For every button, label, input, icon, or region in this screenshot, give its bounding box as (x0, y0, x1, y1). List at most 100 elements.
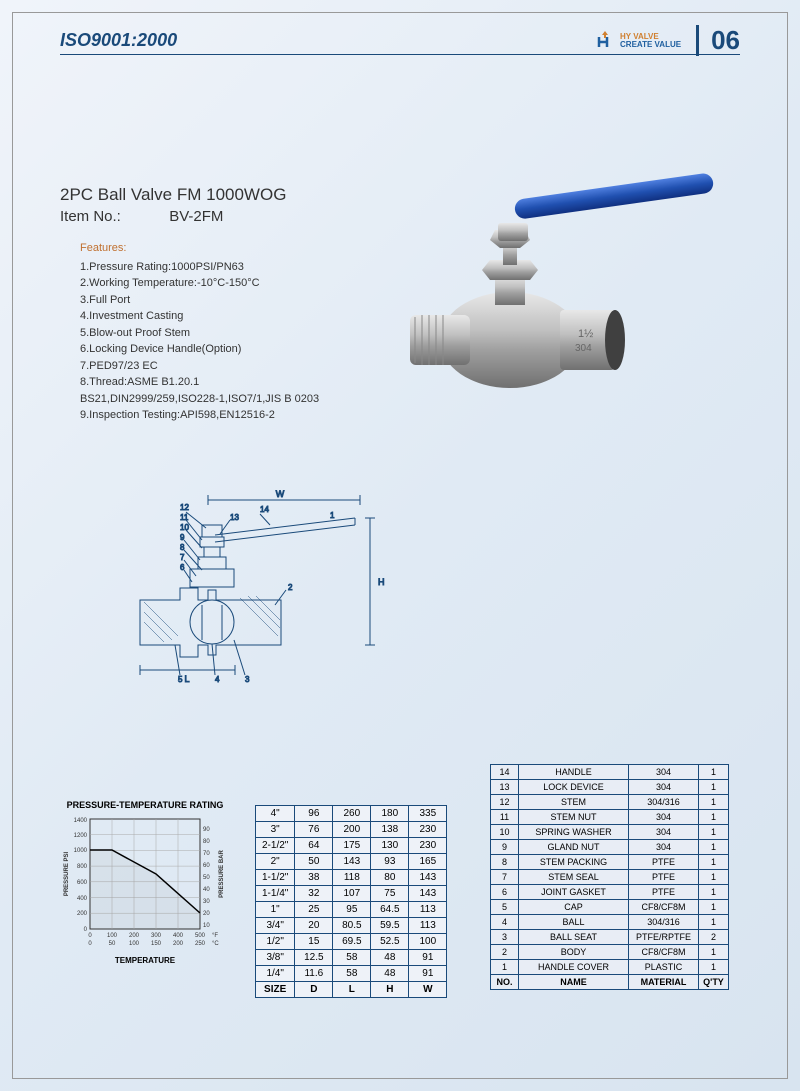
table-cell: 1 (699, 810, 729, 825)
svg-text:1400: 1400 (74, 818, 88, 824)
table-cell: 14 (491, 765, 519, 780)
svg-text:200: 200 (173, 941, 184, 947)
table-row: 1HANDLE COVERPLASTIC1 (491, 960, 729, 975)
table-cell: 113 (409, 902, 447, 918)
table-cell: 13 (491, 780, 519, 795)
table-cell: 58 (333, 950, 371, 966)
table-cell: SPRING WASHER (519, 825, 629, 840)
table-cell: 1-1/2" (256, 870, 295, 886)
table-cell: BALL SEAT (519, 930, 629, 945)
table-cell: 165 (409, 854, 447, 870)
table-cell: 304 (629, 810, 699, 825)
feature-item: 6.Locking Device Handle(Option) (80, 341, 319, 358)
brand-logo: HY VALVE CREATE VALUE (595, 31, 681, 51)
svg-text:0: 0 (88, 941, 92, 947)
svg-text:40: 40 (203, 887, 210, 893)
svg-text:20: 20 (203, 911, 210, 917)
technical-diagram: W (130, 490, 390, 710)
feature-item: 5.Blow-out Proof Stem (80, 325, 319, 342)
table-cell: 15 (295, 934, 333, 950)
table-row: 4"96260180335 (256, 806, 447, 822)
table-cell: 2 (491, 945, 519, 960)
table-header-cell: NAME (519, 975, 629, 990)
svg-text:400: 400 (77, 896, 88, 902)
table-header-cell: W (409, 982, 447, 998)
table-cell: 12.5 (295, 950, 333, 966)
table-cell: 1 (699, 885, 729, 900)
table-row: 3/8"12.5584891 (256, 950, 447, 966)
product-title: 2PC Ball Valve FM 1000WOG Item No.: BV-2… (60, 185, 286, 225)
svg-text:°F: °F (212, 933, 218, 939)
feature-item: 4.Investment Casting (80, 308, 319, 325)
table-header-cell: Q'TY (699, 975, 729, 990)
table-cell: 304/316 (629, 915, 699, 930)
table-row: 1"259564.5113 (256, 902, 447, 918)
svg-text:300: 300 (151, 933, 162, 939)
svg-text:°C: °C (212, 941, 219, 947)
table-row: 1-1/4"3210775143 (256, 886, 447, 902)
table-cell: 11.6 (295, 966, 333, 982)
table-cell: 93 (371, 854, 409, 870)
svg-text:PRESSURE BAR: PRESSURE BAR (219, 850, 225, 898)
table-cell: 5 (491, 900, 519, 915)
table-cell: 12 (491, 795, 519, 810)
pt-chart: PRESSURE-TEMPERATURE RATING (60, 800, 230, 965)
svg-text:150: 150 (151, 941, 162, 947)
table-row: 2-1/2"64175130230 (256, 838, 447, 854)
table-cell: 10 (491, 825, 519, 840)
table-cell: 200 (333, 822, 371, 838)
table-cell: 25 (295, 902, 333, 918)
table-cell: 304 (629, 825, 699, 840)
svg-text:1200: 1200 (74, 833, 88, 839)
item-number: Item No.: BV-2FM (60, 208, 286, 225)
table-cell: 1 (699, 915, 729, 930)
table-cell: 1 (491, 960, 519, 975)
table-cell: 304/316 (629, 795, 699, 810)
table-cell: 59.5 (371, 918, 409, 934)
svg-text:0: 0 (88, 933, 92, 939)
table-row: 1/4"11.6584891 (256, 966, 447, 982)
table-cell: 180 (371, 806, 409, 822)
table-cell: 48 (371, 950, 409, 966)
table-cell: 1 (699, 795, 729, 810)
feature-item: 1.Pressure Rating:1000PSI/PN63 (80, 259, 319, 276)
table-cell: 304 (629, 780, 699, 795)
table-cell: 143 (409, 870, 447, 886)
table-cell: HANDLE COVER (519, 960, 629, 975)
table-row: 3/4"2080.559.5113 (256, 918, 447, 934)
table-cell: 91 (409, 966, 447, 982)
table-cell: 1 (699, 825, 729, 840)
table-cell: 91 (409, 950, 447, 966)
table-cell: 69.5 (333, 934, 371, 950)
table-cell: GLAND NUT (519, 840, 629, 855)
table-cell: CF8/CF8M (629, 945, 699, 960)
svg-text:11: 11 (180, 513, 189, 522)
table-cell: STEM NUT (519, 810, 629, 825)
table-cell: STEM SEAL (519, 870, 629, 885)
table-row: 9GLAND NUT3041 (491, 840, 729, 855)
table-cell: CAP (519, 900, 629, 915)
table-cell: 100 (409, 934, 447, 950)
svg-text:4: 4 (215, 675, 220, 684)
table-cell: BALL (519, 915, 629, 930)
table-cell: PTFE/RPTFE (629, 930, 699, 945)
table-row: 4BALL304/3161 (491, 915, 729, 930)
header-rule (60, 54, 740, 55)
table-cell: 1/4" (256, 966, 295, 982)
table-cell: 20 (295, 918, 333, 934)
iso-label: ISO9001:2000 (60, 30, 177, 51)
svg-text:0: 0 (84, 927, 88, 933)
item-value: BV-2FM (169, 208, 223, 225)
table-row: 12STEM304/3161 (491, 795, 729, 810)
table-cell: 260 (333, 806, 371, 822)
table-cell: 1 (699, 855, 729, 870)
table-cell: 304 (629, 840, 699, 855)
table-cell: STEM PACKING (519, 855, 629, 870)
table-cell: 1 (699, 900, 729, 915)
table-header-cell: MATERIAL (629, 975, 699, 990)
feature-item: BS21,DIN2999/259,ISO228-1,ISO7/1,JIS B 0… (80, 391, 319, 408)
table-row: 2"5014393165 (256, 854, 447, 870)
svg-text:3: 3 (245, 675, 250, 684)
svg-text:500: 500 (195, 933, 206, 939)
svg-text:100: 100 (129, 941, 140, 947)
